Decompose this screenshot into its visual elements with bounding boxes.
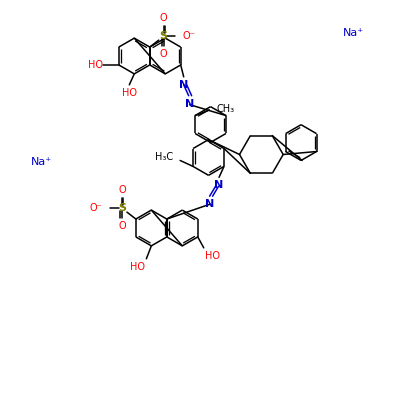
Text: N: N	[206, 199, 215, 209]
Text: N: N	[214, 180, 224, 190]
Text: N: N	[179, 80, 188, 90]
Text: O⁻: O⁻	[182, 31, 195, 41]
Text: CH₃: CH₃	[217, 104, 235, 114]
Text: H₃C: H₃C	[155, 152, 173, 162]
Text: N: N	[185, 99, 194, 109]
Text: O: O	[118, 185, 126, 195]
Text: S: S	[118, 203, 126, 213]
Text: HO: HO	[205, 251, 220, 261]
Text: HO: HO	[130, 262, 145, 272]
Text: O: O	[118, 221, 126, 231]
Text: HO: HO	[88, 60, 103, 70]
Text: Na⁺: Na⁺	[343, 28, 364, 38]
Text: O: O	[160, 49, 168, 59]
Text: O: O	[160, 13, 168, 23]
Text: S: S	[160, 31, 168, 41]
Text: Na⁺: Na⁺	[30, 157, 52, 167]
Text: HO: HO	[122, 88, 137, 98]
Text: O⁻: O⁻	[89, 203, 102, 213]
